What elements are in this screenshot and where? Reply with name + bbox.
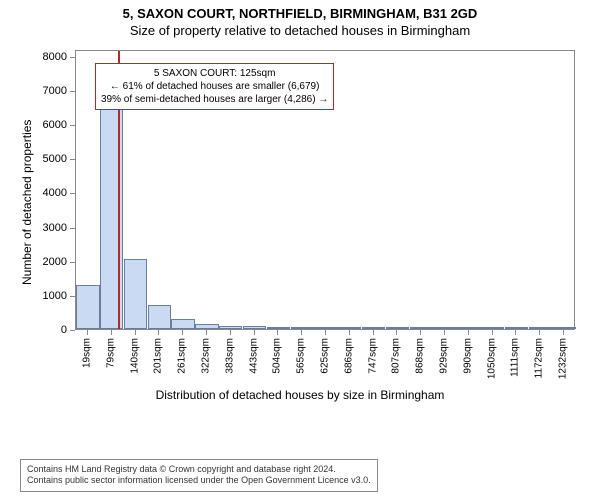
- x-tick-label: 79sqm: [105, 338, 116, 368]
- y-tick-label: 2000: [27, 256, 67, 268]
- x-tick-mark: [492, 330, 493, 335]
- x-tick-mark: [444, 330, 445, 335]
- x-tick-mark: [468, 330, 469, 335]
- annotation-line: 5 SAXON COURT: 125sqm: [101, 67, 328, 80]
- y-tick-label: 1000: [27, 290, 67, 302]
- x-tick-label: 929sqm: [439, 338, 450, 374]
- x-tick-label: 1111sqm: [510, 338, 521, 377]
- histogram-bar: [76, 285, 99, 329]
- y-tick-mark: [70, 91, 75, 92]
- page-title-line1: 5, SAXON COURT, NORTHFIELD, BIRMINGHAM, …: [0, 0, 600, 21]
- y-tick-label: 3000: [27, 222, 67, 234]
- x-tick-mark: [158, 330, 159, 335]
- y-tick-mark: [70, 193, 75, 194]
- page-title-line2: Size of property relative to detached ho…: [0, 21, 600, 38]
- x-tick-label: 504sqm: [272, 338, 283, 374]
- histogram-bar: [243, 326, 266, 329]
- histogram-bar: [457, 327, 480, 329]
- histogram-bar: [433, 327, 456, 329]
- x-tick-label: 322sqm: [200, 338, 211, 374]
- histogram-bar: [481, 327, 504, 329]
- x-tick-label: 747sqm: [367, 338, 378, 374]
- x-tick-mark: [301, 330, 302, 335]
- histogram-bar: [529, 327, 552, 329]
- x-tick-label: 868sqm: [415, 338, 426, 374]
- x-tick-label: 565sqm: [296, 338, 307, 374]
- y-tick-mark: [70, 159, 75, 160]
- histogram-bar: [552, 327, 575, 329]
- y-tick-label: 0: [27, 324, 67, 336]
- x-tick-label: 19sqm: [81, 338, 92, 368]
- annotation-line: 39% of semi-detached houses are larger (…: [101, 93, 328, 106]
- histogram-bar: [219, 326, 242, 329]
- y-tick-mark: [70, 330, 75, 331]
- x-tick-mark: [539, 330, 540, 335]
- histogram-bar: [386, 327, 409, 329]
- x-tick-mark: [515, 330, 516, 335]
- histogram-bar: [291, 327, 314, 329]
- y-tick-label: 4000: [27, 187, 67, 199]
- y-tick-mark: [70, 228, 75, 229]
- x-tick-mark: [87, 330, 88, 335]
- chart-container: Number of detached properties Distributi…: [0, 38, 600, 438]
- histogram-bar: [267, 327, 290, 329]
- x-tick-mark: [396, 330, 397, 335]
- x-tick-mark: [349, 330, 350, 335]
- x-tick-mark: [563, 330, 564, 335]
- y-tick-label: 6000: [27, 119, 67, 131]
- histogram-bar: [505, 327, 528, 329]
- histogram-bar: [124, 259, 147, 329]
- x-tick-mark: [230, 330, 231, 335]
- histogram-bar: [195, 324, 218, 329]
- histogram-bar: [338, 327, 361, 329]
- y-tick-mark: [70, 262, 75, 263]
- y-tick-label: 5000: [27, 153, 67, 165]
- x-tick-mark: [135, 330, 136, 335]
- histogram-bar: [314, 327, 337, 329]
- x-tick-label: 625sqm: [320, 338, 331, 374]
- x-tick-label: 383sqm: [224, 338, 235, 374]
- annotation-line: ← 61% of detached houses are smaller (6,…: [101, 80, 328, 93]
- y-tick-label: 7000: [27, 85, 67, 97]
- x-tick-label: 443sqm: [248, 338, 259, 374]
- y-tick-mark: [70, 125, 75, 126]
- x-tick-label: 1232sqm: [558, 338, 569, 379]
- x-tick-label: 686sqm: [343, 338, 354, 374]
- x-tick-label: 990sqm: [462, 338, 473, 374]
- x-tick-label: 261sqm: [177, 338, 188, 374]
- footer-line1: Contains HM Land Registry data © Crown c…: [27, 464, 371, 476]
- license-footer: Contains HM Land Registry data © Crown c…: [20, 459, 378, 492]
- x-axis-label: Distribution of detached houses by size …: [0, 388, 600, 402]
- x-tick-mark: [254, 330, 255, 335]
- x-tick-mark: [420, 330, 421, 335]
- histogram-bar: [148, 305, 171, 329]
- histogram-bar: [362, 327, 385, 329]
- y-tick-label: 8000: [27, 51, 67, 63]
- x-tick-label: 807sqm: [391, 338, 402, 374]
- x-tick-mark: [182, 330, 183, 335]
- x-tick-label: 140sqm: [129, 338, 140, 374]
- x-tick-label: 1050sqm: [486, 338, 497, 379]
- x-tick-mark: [373, 330, 374, 335]
- y-tick-mark: [70, 296, 75, 297]
- x-tick-mark: [111, 330, 112, 335]
- histogram-bar: [171, 319, 194, 329]
- y-tick-mark: [70, 57, 75, 58]
- x-tick-label: 1172sqm: [534, 338, 545, 378]
- histogram-bar: [100, 99, 123, 329]
- x-tick-label: 201sqm: [153, 338, 164, 374]
- annotation-box: 5 SAXON COURT: 125sqm← 61% of detached h…: [95, 63, 334, 110]
- x-tick-mark: [277, 330, 278, 335]
- footer-line2: Contains public sector information licen…: [27, 475, 371, 487]
- x-tick-mark: [325, 330, 326, 335]
- histogram-bar: [410, 327, 433, 329]
- x-tick-mark: [206, 330, 207, 335]
